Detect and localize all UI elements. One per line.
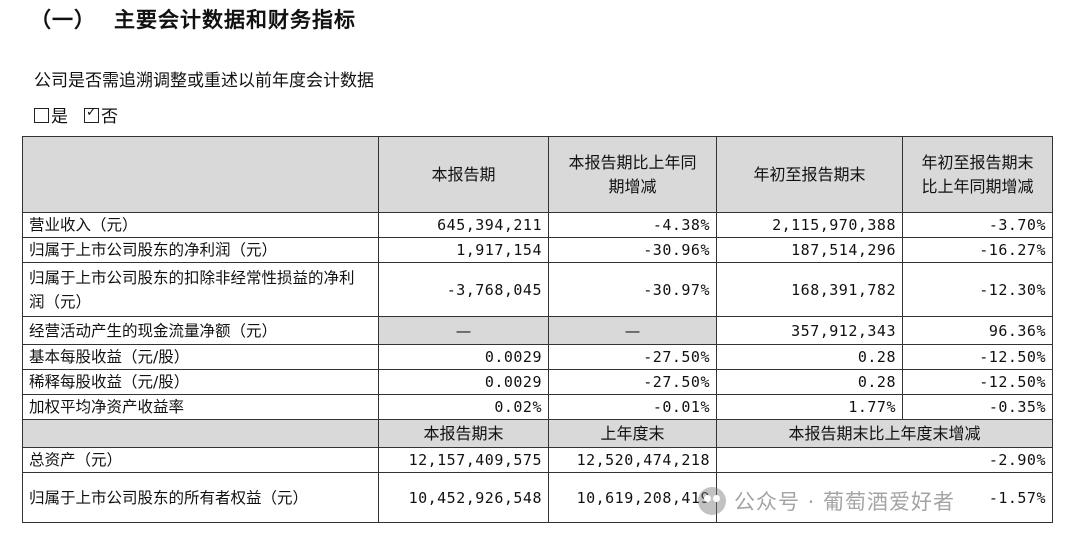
- table-row: 归属于上市公司股东的扣除非经常性损益的净利润（元） -3,768,045 -30…: [22, 262, 1053, 317]
- section-number: （一）: [30, 8, 96, 32]
- table-cell: 1,917,154: [378, 237, 549, 263]
- table-row: 加权平均净资产收益率 0.02% -0.01% 1.77% -0.35%: [22, 394, 1053, 420]
- row-label: 加权平均净资产收益率: [22, 394, 379, 420]
- row-label: 总资产（元）: [22, 447, 379, 473]
- table-cell: 0.0029: [378, 344, 549, 370]
- table-cell: -30.96%: [548, 237, 717, 263]
- checkbox-checked-icon[interactable]: [84, 105, 99, 123]
- table-cell: -12.30%: [902, 262, 1053, 317]
- option-yes[interactable]: 是: [34, 102, 68, 127]
- header-blank-cell: [22, 419, 379, 448]
- header-cell: 本报告期: [378, 136, 549, 213]
- table-row: 归属于上市公司股东的所有者权益（元） 10,452,926,548 10,619…: [22, 472, 1053, 523]
- header-cell: 本报告期比上年同期增减: [548, 136, 717, 213]
- row-label-text: 归属于上市公司股东的所有者权益（元）: [29, 488, 309, 507]
- row-label: 归属于上市公司股东的扣除非经常性损益的净利润（元）: [22, 262, 379, 317]
- table-cell: 12,157,409,575: [378, 447, 549, 473]
- table-cell: -2.90%: [716, 447, 1053, 473]
- row-label: 基本每股收益（元/股）: [22, 344, 379, 370]
- header-cell: 年初至报告期末: [716, 136, 903, 213]
- table-cell: —: [378, 316, 549, 345]
- table-cell: 0.28: [716, 344, 903, 370]
- restatement-options: 是 否: [34, 102, 128, 127]
- row-label: 经营活动产生的现金流量净额（元）: [22, 316, 379, 345]
- header-cell-text: 本报告期比上年同期增减: [568, 152, 697, 196]
- table-cell: 0.28: [716, 369, 903, 395]
- table-cell: 96.36%: [902, 316, 1053, 345]
- table-cell: -4.38%: [548, 212, 717, 238]
- header-cell: 本报告期末比上年度末增减: [716, 419, 1053, 448]
- table-cell: -3,768,045: [378, 262, 549, 317]
- row-label: 归属于上市公司股东的所有者权益（元）: [22, 472, 379, 523]
- header-cell-text: 年初至报告期末比上年同期增减: [921, 152, 1034, 196]
- table-cell: 10,619,208,419: [548, 472, 717, 523]
- table-cell: 10,452,926,548: [378, 472, 549, 523]
- table-row: 营业收入（元） 645,394,211 -4.38% 2,115,970,388…: [22, 212, 1053, 238]
- table-cell: 2,115,970,388: [716, 212, 903, 238]
- table-cell: —: [548, 316, 717, 345]
- table-cell: -27.50%: [548, 344, 717, 370]
- table-row: 经营活动产生的现金流量净额（元） — — 357,912,343 96.36%: [22, 316, 1053, 345]
- table-subheader-row: 本报告期末 上年度末 本报告期末比上年度末增减: [22, 419, 1053, 448]
- option-no-label: 否: [101, 107, 118, 127]
- section-title: 主要会计数据和财务指标: [114, 8, 356, 32]
- table-cell: -0.35%: [902, 394, 1053, 420]
- row-label-text: 归属于上市公司股东的扣除非经常性损益的净利润（元）: [29, 268, 355, 311]
- table-cell: 357,912,343: [716, 316, 903, 345]
- table-cell: -30.97%: [548, 262, 717, 317]
- option-yes-label: 是: [51, 107, 68, 127]
- table-row: 总资产（元） 12,157,409,575 12,520,474,218 -2.…: [22, 447, 1053, 473]
- table-cell: 187,514,296: [716, 237, 903, 263]
- table-cell: 645,394,211: [378, 212, 549, 238]
- table-cell: -3.70%: [902, 212, 1053, 238]
- table-row: 稀释每股收益（元/股） 0.0029 -27.50% 0.28 -12.50%: [22, 369, 1053, 395]
- table-cell: -0.01%: [548, 394, 717, 420]
- table-header-row: 本报告期 本报告期比上年同期增减 年初至报告期末 年初至报告期末比上年同期增减: [22, 136, 1053, 213]
- section-heading: （一） 主要会计数据和财务指标: [30, 4, 356, 34]
- table-cell: 1.77%: [716, 394, 903, 420]
- table-cell: 12,520,474,218: [548, 447, 717, 473]
- table-cell: 168,391,782: [716, 262, 903, 317]
- row-label: 归属于上市公司股东的净利润（元）: [22, 237, 379, 263]
- table-cell: -1.57%: [716, 472, 1053, 523]
- header-cell: 本报告期末: [378, 419, 549, 448]
- table-cell: 0.02%: [378, 394, 549, 420]
- financial-indicators-table: 本报告期 本报告期比上年同期增减 年初至报告期末 年初至报告期末比上年同期增减 …: [22, 136, 1053, 523]
- table-cell: -12.50%: [902, 344, 1053, 370]
- option-no[interactable]: 否: [84, 102, 118, 127]
- table-row: 归属于上市公司股东的净利润（元） 1,917,154 -30.96% 187,5…: [22, 237, 1053, 263]
- table-cell: -16.27%: [902, 237, 1053, 263]
- header-cell: 上年度末: [548, 419, 717, 448]
- table-cell: -27.50%: [548, 369, 717, 395]
- header-cell: 年初至报告期末比上年同期增减: [902, 136, 1053, 213]
- table-cell: 0.0029: [378, 369, 549, 395]
- restatement-question: 公司是否需追溯调整或重述以前年度会计数据: [34, 71, 374, 91]
- checkbox-unchecked-icon[interactable]: [34, 108, 49, 123]
- header-blank-cell: [22, 136, 379, 213]
- table-row: 基本每股收益（元/股） 0.0029 -27.50% 0.28 -12.50%: [22, 344, 1053, 370]
- table-cell: -12.50%: [902, 369, 1053, 395]
- row-label: 稀释每股收益（元/股）: [22, 369, 379, 395]
- row-label: 营业收入（元）: [22, 212, 379, 238]
